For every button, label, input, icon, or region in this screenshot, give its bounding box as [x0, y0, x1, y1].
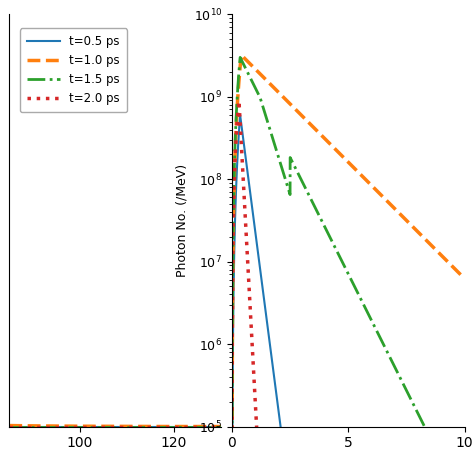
Y-axis label: Photon No. (/MeV): Photon No. (/MeV) — [175, 164, 188, 277]
Legend: t=0.5 ps, t=1.0 ps, t=1.5 ps, t=2.0 ps: t=0.5 ps, t=1.0 ps, t=1.5 ps, t=2.0 ps — [19, 28, 127, 112]
